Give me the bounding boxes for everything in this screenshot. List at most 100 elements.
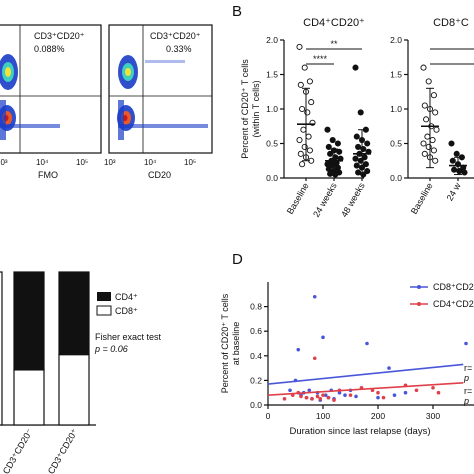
y-tick-label: 2.0 xyxy=(266,35,278,45)
data-point xyxy=(324,126,331,133)
legend-label: CD4⁺CD2 xyxy=(433,299,474,309)
x-tick-label: 100 xyxy=(316,411,330,421)
data-point xyxy=(360,145,367,153)
flow-left-tick-4: 10⁴ xyxy=(36,158,49,167)
panel-label-b: B xyxy=(232,3,242,20)
sig-label: ** xyxy=(330,39,338,49)
data-point xyxy=(429,136,436,144)
cd8-cd20-chart: CD8⁺C 0.0 0.5 1.0 1.5 2.0 Baseline 24 w xyxy=(390,17,474,216)
regression-line xyxy=(267,363,464,385)
data-point xyxy=(433,126,440,133)
legend-marker xyxy=(417,285,421,289)
data-point xyxy=(364,168,371,175)
data-point xyxy=(343,393,347,397)
legend-label-cd8: CD8⁺ xyxy=(115,306,138,316)
bar-cd8 xyxy=(13,369,45,426)
y-tick-label: 0.5 xyxy=(266,139,278,149)
data-point xyxy=(299,394,303,399)
legend-swatch-cd8 xyxy=(96,305,112,316)
data-point xyxy=(305,133,312,140)
x-tick-label: 300 xyxy=(426,411,440,421)
data-point xyxy=(353,162,360,169)
flow-right-tick-3: 10³ xyxy=(104,158,116,167)
x-tick-label: 200 xyxy=(371,411,385,421)
data-point xyxy=(448,140,455,147)
bar-cd8 xyxy=(58,354,90,426)
flow-right-tick-5: 10⁵ xyxy=(184,158,196,167)
chart-title: CD8⁺C xyxy=(433,17,469,29)
flow-right-tick-4: 10⁴ xyxy=(144,158,157,167)
y-tick-label: 0.2 xyxy=(250,375,262,385)
data-point xyxy=(381,395,386,400)
y-tick-label: 0.8 xyxy=(250,302,262,312)
data-point xyxy=(310,397,314,401)
data-point xyxy=(304,109,311,116)
chart-title: CD4⁺CD20⁺ xyxy=(303,17,365,29)
y-tick-label: 0.4 xyxy=(250,351,262,361)
x-tick-label: 24 weeks xyxy=(311,181,339,219)
data-point xyxy=(301,143,308,150)
data-point xyxy=(332,398,336,402)
stat-label: p xyxy=(463,373,469,383)
data-point xyxy=(420,64,427,71)
data-point xyxy=(362,161,369,168)
data-point xyxy=(425,143,432,150)
flow-left-xlabel: FMO xyxy=(38,170,58,180)
data-point xyxy=(308,99,315,106)
data-point xyxy=(301,64,308,71)
data-point xyxy=(425,78,432,85)
data-point xyxy=(337,390,342,395)
data-point xyxy=(432,109,439,116)
legend-label: CD8⁺CD2 xyxy=(433,282,474,292)
data-point xyxy=(430,92,437,99)
flow-left-percent: 0.088% xyxy=(34,44,65,54)
x-tick-label: Baseline xyxy=(409,181,435,216)
data-point xyxy=(354,394,358,399)
regression-line xyxy=(267,382,464,396)
data-point xyxy=(431,385,435,390)
data-point xyxy=(348,393,353,397)
data-point xyxy=(327,150,334,157)
y-tick-label: 1.0 xyxy=(390,104,402,114)
data-point xyxy=(312,356,317,361)
data-point xyxy=(306,147,313,154)
y-tick-label: 2.0 xyxy=(390,35,402,45)
x-tick-label: CD3⁺CD20⁻ xyxy=(1,427,35,474)
y-tick-label: 1.5 xyxy=(390,70,402,80)
data-point xyxy=(299,105,306,113)
data-point xyxy=(329,136,336,144)
data-point xyxy=(364,140,371,147)
data-point xyxy=(312,294,317,299)
sig-label: **** xyxy=(313,54,328,64)
y-tick-label: 0.0 xyxy=(390,173,402,183)
data-point xyxy=(449,157,456,164)
cd4-cd20-chart: CD4⁺CD20⁺ 0.0 0.5 1.0 1.5 2.0 Percent of CD20⁺… xyxy=(240,17,372,219)
annotation-p: p = 0.06 xyxy=(94,344,128,354)
data-point xyxy=(464,341,468,346)
data-point xyxy=(297,150,304,157)
flow-left-gate-label: CD3⁺CD20⁺ xyxy=(34,31,85,41)
data-point xyxy=(357,157,364,164)
data-point xyxy=(352,64,359,71)
y-tick-label: 1.5 xyxy=(266,70,278,80)
data-point xyxy=(315,394,320,399)
flow-left-tick-3: 10³ xyxy=(0,158,8,167)
data-point xyxy=(355,143,362,150)
y-axis-label-line1: Percent of CD20⁺ T cells xyxy=(240,59,250,159)
data-point xyxy=(325,143,332,150)
flow-right-percent: 0.33% xyxy=(166,44,192,54)
flow-plot-left: CD3⁺CD20⁺ 0.088% 10³ 10⁴ 10⁵ FMO xyxy=(0,24,102,180)
x-tick-label: CD3⁺CD20⁺ xyxy=(46,427,80,474)
data-point xyxy=(352,155,359,162)
legend-label-cd4: CD4⁺ xyxy=(115,292,138,302)
data-point xyxy=(296,43,303,50)
data-point xyxy=(414,388,419,393)
bar-cd4 xyxy=(58,271,90,356)
data-point xyxy=(323,393,328,397)
annotation-test: Fisher exact test xyxy=(95,332,162,342)
y-axis-label-line2: (within T cells) xyxy=(251,80,261,137)
data-point xyxy=(324,161,331,168)
data-point xyxy=(336,148,343,155)
y-tick-label: 0.5 xyxy=(390,139,402,149)
